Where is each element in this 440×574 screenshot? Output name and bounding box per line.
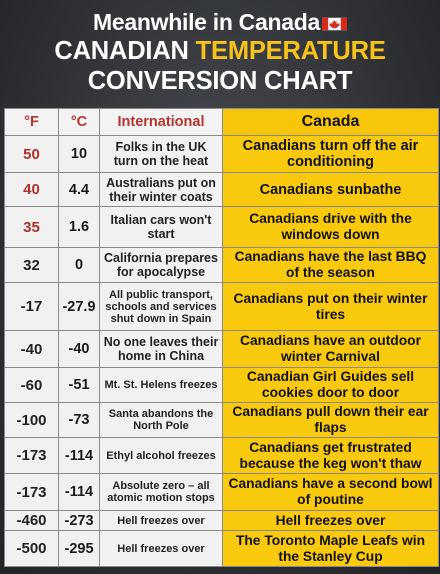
canada-cell: Canadians pull down their ear flaps xyxy=(222,402,439,438)
international-cell: Australians put on their winter coats xyxy=(99,172,223,207)
canada-cell: Canadians have a second bowl of poutine xyxy=(222,473,439,511)
header-celsius: °C xyxy=(58,108,100,136)
fahrenheit-cell: -500 xyxy=(4,530,59,567)
international-cell: Folks in the UK turn on the heat xyxy=(99,135,223,173)
fahrenheit-cell: 35 xyxy=(4,206,59,248)
fahrenheit-cell: -460 xyxy=(4,510,59,531)
fahrenheit-cell: 32 xyxy=(4,247,59,283)
fahrenheit-cell: -17 xyxy=(4,282,59,331)
celsius-cell: 1.6 xyxy=(58,206,100,248)
table-row: -40 -40 No one leaves their home in Chin… xyxy=(4,330,439,368)
international-cell: All public transport, schools and servic… xyxy=(99,282,223,331)
title-prefix: CANADIAN xyxy=(54,37,196,65)
international-cell: Italian cars won't start xyxy=(99,206,223,248)
celsius-cell: -51 xyxy=(58,367,100,403)
international-cell: Hell freezes over xyxy=(99,530,223,567)
table-row: 32 0 California prepares for apocalypse … xyxy=(4,247,439,283)
header: Meanwhile in Canada CANADIAN TEMPERATURE… xyxy=(0,8,440,96)
table-row: -460 -273 Hell freezes over Hell freezes… xyxy=(4,510,439,531)
international-cell: No one leaves their home in China xyxy=(99,330,223,368)
title-line-1: Meanwhile in Canada xyxy=(0,8,440,36)
celsius-cell: 4.4 xyxy=(58,172,100,207)
title-accent: TEMPERATURE xyxy=(195,37,386,65)
international-cell: Santa abandons the North Pole xyxy=(99,402,223,438)
celsius-cell: -273 xyxy=(58,510,100,531)
fahrenheit-cell: -60 xyxy=(4,367,59,403)
fahrenheit-cell: 50 xyxy=(4,135,59,173)
celsius-cell: -27.9 xyxy=(58,282,100,331)
table-row: -173 -114 Absolute zero – all atomic mot… xyxy=(4,473,439,511)
canada-cell: The Toronto Maple Leafs win the Stanley … xyxy=(222,530,439,567)
table-row: -173 -114 Ethyl alcohol freezes Canadian… xyxy=(4,437,439,474)
table-row: -60 -51 Mt. St. Helens freezes Canadian … xyxy=(4,367,439,403)
conversion-table: °F °C International Canada 50 10 Folks i… xyxy=(4,108,439,567)
celsius-cell: -295 xyxy=(58,530,100,567)
celsius-cell: -40 xyxy=(58,330,100,368)
title-line-2: CANADIAN TEMPERATURE xyxy=(0,36,440,66)
table-row: 35 1.6 Italian cars won't start Canadian… xyxy=(4,206,439,248)
table-row: 50 10 Folks in the UK turn on the heat C… xyxy=(4,135,439,173)
header-canada: Canada xyxy=(222,108,439,136)
canada-cell: Canadians get frustrated because the keg… xyxy=(222,437,439,474)
celsius-cell: -114 xyxy=(58,473,100,511)
canada-cell: Canadians drive with the windows down xyxy=(222,206,439,248)
international-cell: Ethyl alcohol freezes xyxy=(99,437,223,474)
canada-cell: Canadians turn off the air conditioning xyxy=(222,135,439,173)
canada-cell: Hell freezes over xyxy=(222,510,439,531)
title-line-3: CONVERSION CHART xyxy=(87,67,353,95)
fahrenheit-cell: -173 xyxy=(4,437,59,474)
international-cell: Hell freezes over xyxy=(99,510,223,531)
canada-cell: Canadian Girl Guides sell cookies door t… xyxy=(222,367,439,403)
header-international: International xyxy=(99,108,223,136)
canada-cell: Canadians have an outdoor winter Carniva… xyxy=(222,330,439,368)
international-cell: Absolute zero – all atomic motion stops xyxy=(99,473,223,511)
international-cell: Mt. St. Helens freezes xyxy=(99,367,223,403)
fahrenheit-cell: -173 xyxy=(4,473,59,511)
celsius-cell: 10 xyxy=(58,135,100,173)
celsius-cell: -114 xyxy=(58,437,100,474)
table-row: -500 -295 Hell freezes over The Toronto … xyxy=(4,530,439,567)
fahrenheit-cell: -100 xyxy=(4,402,59,438)
title-text: Meanwhile in Canada xyxy=(93,9,320,35)
celsius-cell: 0 xyxy=(58,247,100,283)
canada-cell: Canadians have the last BBQ of the seaso… xyxy=(222,247,439,283)
header-row: °F °C International Canada xyxy=(4,108,439,136)
table-row: -17 -27.9 All public transport, schools … xyxy=(4,282,439,331)
table-row: -100 -73 Santa abandons the North Pole C… xyxy=(4,402,439,438)
canada-cell: Canadians put on their winter tires xyxy=(222,282,439,331)
fahrenheit-cell: -40 xyxy=(4,330,59,368)
fahrenheit-cell: 40 xyxy=(4,172,59,207)
celsius-cell: -73 xyxy=(58,402,100,438)
table-row: 40 4.4 Australians put on their winter c… xyxy=(4,172,439,207)
header-fahrenheit: °F xyxy=(4,108,59,136)
international-cell: California prepares for apocalypse xyxy=(99,247,223,283)
canada-flag-icon xyxy=(321,17,347,31)
canada-cell: Canadians sunbathe xyxy=(222,172,439,207)
